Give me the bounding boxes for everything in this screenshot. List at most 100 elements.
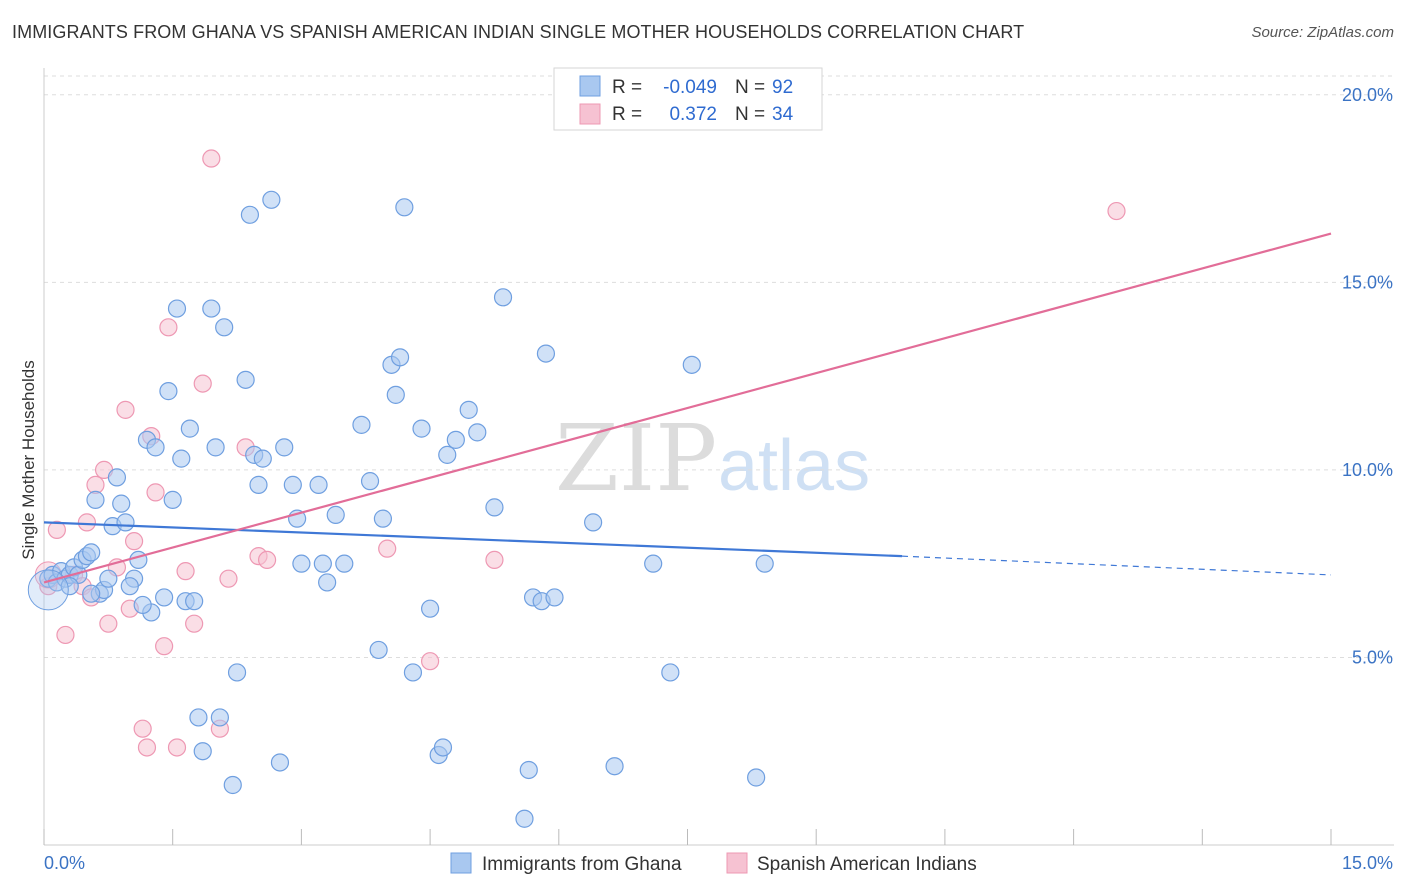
immigrants-from-ghana-point bbox=[99, 569, 118, 588]
immigrants-from-ghana-point bbox=[335, 554, 354, 573]
spanish-american-indians-point bbox=[176, 562, 195, 581]
legend-r-label-pink: R = bbox=[612, 104, 642, 125]
correlation-legend: R = -0.049 N = 92 R = 0.372 N = 34 bbox=[553, 67, 823, 131]
immigrants-from-ghana-point bbox=[292, 554, 311, 573]
immigrants-from-ghana-point bbox=[185, 592, 204, 611]
y-tick-label: 5.0% bbox=[1352, 647, 1393, 667]
trend-lines bbox=[43, 232, 1332, 584]
immigrants-from-ghana-point bbox=[129, 550, 148, 570]
legend-swatch-pink bbox=[579, 103, 601, 125]
immigrants-from-ghana-point bbox=[438, 445, 457, 464]
immigrants-from-ghana-point bbox=[133, 595, 152, 615]
immigrants-from-ghana-point bbox=[172, 449, 191, 468]
spanish-american-indians-point bbox=[219, 569, 238, 588]
immigrants-from-ghana-point bbox=[240, 205, 260, 224]
y-axis-title: Single Mother Households bbox=[19, 360, 38, 559]
immigrants-from-ghana-point bbox=[82, 543, 101, 562]
immigrants-from-ghana-point bbox=[390, 348, 410, 367]
immigrants-from-ghana-point bbox=[120, 577, 139, 596]
immigrants-from-ghana-point bbox=[493, 288, 513, 307]
immigrants-from-ghana-point bbox=[193, 742, 212, 761]
legend-swatch-blue bbox=[579, 75, 601, 97]
bottom-legend-swatch-pink bbox=[726, 852, 748, 874]
spanish-american-indians-point bbox=[193, 374, 212, 393]
immigrants-from-ghana-point bbox=[515, 809, 534, 828]
spanish-american-indians-point bbox=[77, 513, 97, 532]
immigrants-from-ghana-point bbox=[373, 509, 393, 528]
immigrants-from-ghana-point bbox=[433, 738, 453, 757]
source-label: Source: ZipAtlas.com bbox=[1251, 24, 1394, 41]
immigrants-from-ghana-point bbox=[146, 438, 165, 457]
immigrants-from-ghana-point bbox=[262, 190, 281, 209]
gridlines bbox=[44, 75, 1394, 658]
legend-n-value-pink: 34 bbox=[772, 104, 794, 125]
immigrants-from-ghana-point bbox=[326, 505, 345, 524]
axes bbox=[43, 68, 1394, 846]
immigrants-from-ghana-point bbox=[253, 449, 272, 468]
spanish-american-indians-point bbox=[202, 149, 221, 168]
spanish-american-indians-point bbox=[167, 738, 187, 757]
immigrants-from-ghana-point bbox=[421, 599, 440, 618]
immigrants-from-ghana-trend-line bbox=[43, 521, 903, 558]
legend-r-label-blue: R = bbox=[612, 77, 642, 98]
spanish-american-indians-point bbox=[137, 738, 157, 757]
spanish-american-indians-point bbox=[159, 318, 178, 337]
spanish-american-indians-point bbox=[155, 637, 174, 656]
immigrants-from-ghana-point bbox=[167, 299, 187, 318]
immigrants-from-ghana-point bbox=[275, 438, 294, 457]
spanish-american-indians-point bbox=[146, 483, 165, 502]
immigrants-from-ghana-point bbox=[459, 400, 478, 419]
x-tick-label-max: 15.0% bbox=[1342, 853, 1393, 873]
immigrants-from-ghana-point bbox=[270, 753, 290, 772]
immigrants-from-ghana-point bbox=[155, 588, 174, 607]
immigrants-from-ghana-point bbox=[180, 419, 199, 438]
spanish-american-indians-point bbox=[133, 719, 152, 738]
immigrants-from-ghana-point bbox=[249, 475, 268, 494]
spanish-american-indians-point bbox=[116, 400, 135, 419]
immigrants-from-ghana-point bbox=[206, 438, 225, 457]
y-tick-label: 10.0% bbox=[1342, 460, 1393, 480]
immigrants-from-ghana-point bbox=[159, 382, 178, 401]
immigrants-from-ghana-point bbox=[682, 355, 701, 374]
immigrants-from-ghana-cluster-point bbox=[27, 569, 69, 611]
legend-r-value-pink: 0.372 bbox=[669, 104, 717, 125]
immigrants-from-ghana-point bbox=[485, 498, 504, 517]
immigrants-from-ghana-point bbox=[313, 554, 332, 573]
legend-n-value-blue: 92 bbox=[772, 77, 793, 98]
legend-n-label-blue: N = bbox=[735, 77, 765, 98]
immigrants-from-ghana-point bbox=[352, 415, 371, 434]
immigrants-from-ghana-point bbox=[644, 554, 663, 573]
bottom-legend-label-pink: Spanish American Indians bbox=[757, 854, 977, 875]
legend-n-label-pink: N = bbox=[735, 104, 765, 125]
immigrants-from-ghana-point bbox=[82, 584, 101, 603]
immigrants-from-ghana-point bbox=[536, 344, 556, 363]
immigrants-from-ghana-point bbox=[107, 468, 127, 487]
spanish-american-indians-point bbox=[485, 550, 504, 570]
immigrants-from-ghana-point bbox=[189, 708, 208, 727]
spanish-american-indians-point bbox=[56, 625, 75, 645]
immigrants-from-ghana-point bbox=[584, 513, 603, 532]
immigrants-from-ghana-point bbox=[223, 775, 242, 795]
immigrants-from-ghana-point bbox=[545, 588, 564, 607]
x-tick-label-min: 0.0% bbox=[44, 853, 85, 873]
immigrants-from-ghana-point bbox=[360, 472, 380, 491]
immigrants-from-ghana-point bbox=[747, 768, 766, 787]
immigrants-from-ghana-point bbox=[519, 760, 538, 780]
immigrants-from-ghana-point bbox=[318, 573, 337, 592]
immigrants-from-ghana-point bbox=[215, 318, 234, 337]
immigrants-from-ghana-point bbox=[468, 423, 487, 442]
immigrants-from-ghana-point bbox=[661, 663, 680, 682]
series-immigrants-from-ghana-points bbox=[27, 190, 774, 828]
bottom-legend-label-blue: Immigrants from Ghana bbox=[482, 854, 682, 875]
immigrants-from-ghana-point bbox=[236, 370, 255, 389]
immigrants-from-ghana-point bbox=[386, 385, 405, 404]
legend-r-value-blue: -0.049 bbox=[663, 77, 717, 98]
chart-title: IMMIGRANTS FROM GHANA VS SPANISH AMERICA… bbox=[12, 22, 1025, 42]
y-tick-label: 20.0% bbox=[1342, 85, 1393, 105]
immigrants-from-ghana-point bbox=[283, 475, 302, 494]
immigrants-from-ghana-point bbox=[395, 198, 414, 217]
immigrants-from-ghana-point bbox=[369, 640, 388, 660]
spanish-american-indians-point bbox=[47, 520, 66, 539]
spanish-american-indians-point bbox=[1107, 201, 1126, 221]
